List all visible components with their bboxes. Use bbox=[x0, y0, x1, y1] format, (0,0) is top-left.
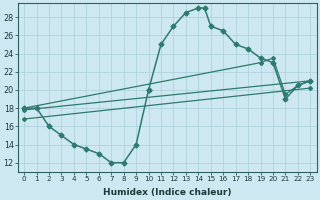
X-axis label: Humidex (Indice chaleur): Humidex (Indice chaleur) bbox=[103, 188, 231, 197]
